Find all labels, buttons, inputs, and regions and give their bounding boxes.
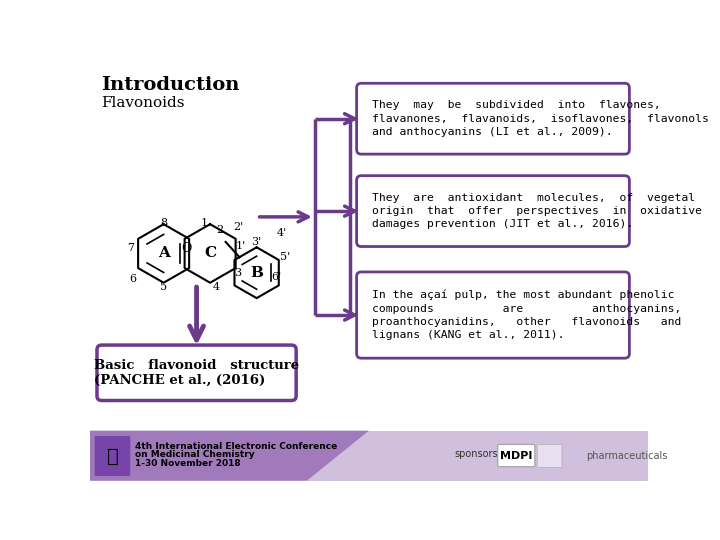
Text: A: A <box>158 246 170 260</box>
Text: pharmaceuticals: pharmaceuticals <box>586 451 667 461</box>
Text: 🌸: 🌸 <box>107 447 118 465</box>
Text: 2': 2' <box>234 221 244 232</box>
FancyBboxPatch shape <box>356 272 629 358</box>
Text: on Medicinal Chemistry: on Medicinal Chemistry <box>135 450 255 459</box>
Text: 3': 3' <box>251 237 262 247</box>
Text: Flavonoids: Flavonoids <box>102 96 185 110</box>
Text: 8: 8 <box>160 218 167 228</box>
Text: They  are  antioxidant  molecules,  of  vegetal
origin  that  offer  perspective: They are antioxidant molecules, of veget… <box>372 193 702 230</box>
Text: 1': 1' <box>236 241 246 251</box>
Bar <box>90 430 648 481</box>
FancyBboxPatch shape <box>498 444 535 467</box>
Text: 1-30 November 2018: 1-30 November 2018 <box>135 459 240 468</box>
FancyBboxPatch shape <box>356 83 629 154</box>
Text: 4: 4 <box>213 281 220 292</box>
FancyBboxPatch shape <box>356 176 629 247</box>
Text: 1: 1 <box>201 218 208 228</box>
FancyBboxPatch shape <box>537 444 562 468</box>
Text: 6': 6' <box>271 272 281 282</box>
Text: B: B <box>250 266 263 280</box>
Text: In the açaí pulp, the most abundant phenolic
compounds          are          ant: In the açaí pulp, the most abundant phen… <box>372 290 681 340</box>
Text: O: O <box>181 241 192 254</box>
FancyBboxPatch shape <box>97 345 296 401</box>
FancyBboxPatch shape <box>94 436 130 476</box>
Text: sponsors:: sponsors: <box>454 449 501 458</box>
Text: Basic   flavonoid   structure
(PANCHE et al., (2016): Basic flavonoid structure (PANCHE et al.… <box>94 359 299 387</box>
Text: 4th International Electronic Conference: 4th International Electronic Conference <box>135 442 337 451</box>
Text: 6: 6 <box>129 274 136 284</box>
Text: 5': 5' <box>280 252 290 262</box>
Text: 2: 2 <box>217 225 224 235</box>
Text: MDPI: MDPI <box>500 451 532 461</box>
Text: Introduction: Introduction <box>102 76 240 94</box>
Text: They  may  be  subdivided  into  flavones,
flavanones,  flavanoids,  isoflavones: They may be subdivided into flavones, fl… <box>372 100 709 137</box>
Text: 5: 5 <box>160 281 167 292</box>
Text: C: C <box>204 246 216 260</box>
Text: 3: 3 <box>234 268 240 278</box>
Polygon shape <box>90 430 369 481</box>
Text: 4': 4' <box>276 228 287 238</box>
Text: 7: 7 <box>127 243 134 253</box>
